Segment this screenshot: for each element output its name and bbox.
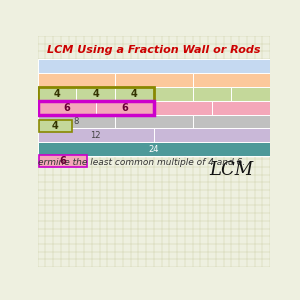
Text: 4: 4 [92, 89, 99, 99]
Bar [38, 73, 115, 87]
Bar [231, 87, 270, 101]
Bar [38, 59, 270, 73]
Bar [154, 87, 193, 101]
Bar [115, 73, 193, 87]
Text: 4: 4 [131, 89, 138, 99]
Text: 24: 24 [148, 145, 159, 154]
Text: 4: 4 [53, 89, 60, 99]
Bar [115, 115, 193, 128]
Text: 12: 12 [90, 131, 101, 140]
Text: LCM Using a Fraction Wall or Rods: LCM Using a Fraction Wall or Rods [47, 45, 260, 55]
Bar [38, 101, 154, 115]
Bar [193, 115, 270, 128]
Bar [193, 87, 231, 101]
Bar [38, 87, 154, 101]
Text: 8: 8 [74, 117, 79, 126]
Bar [38, 128, 154, 142]
Bar [39, 154, 87, 167]
Bar [38, 142, 270, 156]
Text: 6: 6 [121, 103, 128, 112]
Bar [76, 87, 115, 101]
Bar [38, 101, 96, 115]
Text: 6: 6 [63, 103, 70, 112]
Text: ermine the least common multiple of 4 and 6.: ermine the least common multiple of 4 an… [38, 158, 245, 167]
Bar [193, 73, 270, 87]
Bar [39, 120, 72, 132]
Bar [115, 87, 154, 101]
Text: 4: 4 [52, 121, 59, 131]
Bar [96, 101, 154, 115]
Bar [154, 101, 212, 115]
Bar [154, 128, 270, 142]
Bar [212, 101, 270, 115]
Bar [38, 87, 76, 101]
Text: LCM: LCM [209, 161, 253, 179]
Text: 6: 6 [60, 156, 67, 166]
Bar [38, 115, 115, 128]
